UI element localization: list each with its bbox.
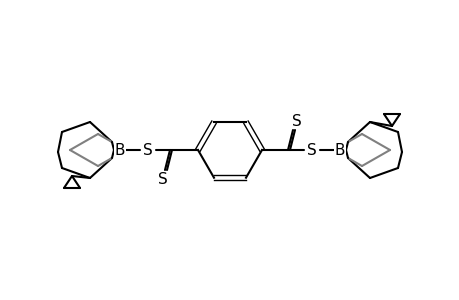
- Text: S: S: [158, 172, 168, 187]
- Text: S: S: [143, 142, 152, 158]
- Text: B: B: [334, 142, 345, 158]
- Text: S: S: [307, 142, 316, 158]
- Text: S: S: [291, 113, 301, 128]
- Text: B: B: [114, 142, 125, 158]
